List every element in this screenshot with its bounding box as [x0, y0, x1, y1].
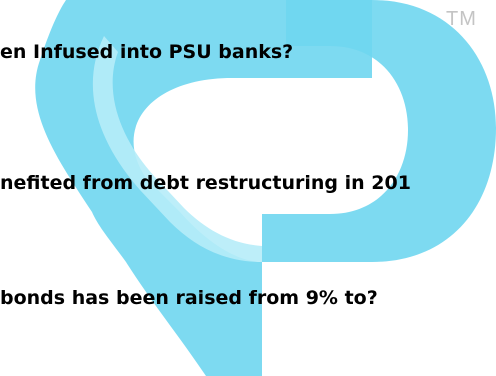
question-text-3: bonds has been raised from 9% to?	[0, 287, 378, 309]
question-text-2: nefited from debt restructuring in 201	[0, 172, 411, 194]
trademark-symbol: TM	[446, 8, 477, 30]
logo-p-bowl	[262, 0, 496, 262]
logo-highlight-swoosh	[92, 36, 262, 262]
question-text-1: en Infused into PSU banks?	[0, 41, 294, 63]
